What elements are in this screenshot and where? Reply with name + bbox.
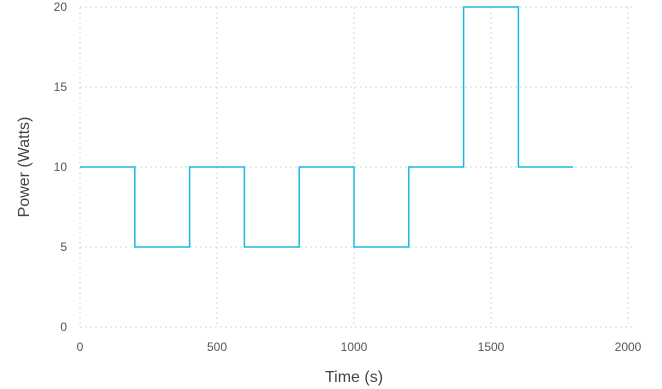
y-tick-label: 5 <box>60 240 67 254</box>
x-tick-label: 2000 <box>615 340 642 354</box>
x-tick-label: 0 <box>77 340 84 354</box>
y-tick-label: 15 <box>54 80 68 94</box>
y-tick-label: 20 <box>54 0 68 14</box>
x-tick-label: 1500 <box>478 340 505 354</box>
y-axis-ticks: 0 5 10 15 20 <box>54 0 68 334</box>
x-tick-label: 500 <box>207 340 227 354</box>
x-axis-ticks: 0 500 1000 1500 2000 <box>77 340 642 354</box>
power-series-line <box>80 6 574 248</box>
x-axis-label: Time (s) <box>325 369 383 386</box>
y-axis-label: Power (Watts) <box>16 117 33 218</box>
y-tick-label: 10 <box>54 160 68 174</box>
x-tick-label: 1000 <box>341 340 368 354</box>
y-tick-label: 0 <box>60 320 67 334</box>
series-layer <box>80 6 574 248</box>
